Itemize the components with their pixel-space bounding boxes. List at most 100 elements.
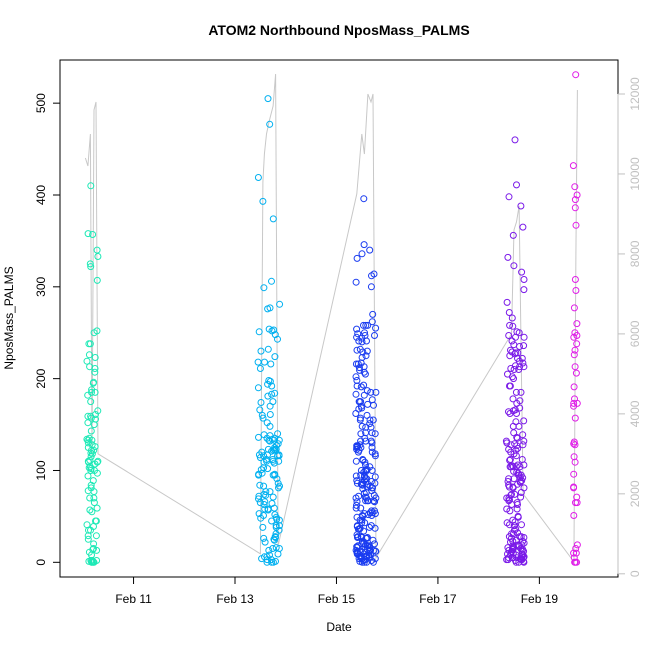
x-axis-label: Date: [326, 620, 352, 634]
data-point: [570, 438, 578, 446]
data-point: [516, 478, 524, 486]
data-point: [370, 401, 377, 409]
data-point: [268, 390, 276, 398]
data-point: [360, 381, 368, 389]
data-point: [361, 493, 369, 501]
data-point: [255, 328, 263, 336]
data-point: [88, 388, 95, 396]
data-point: [509, 537, 517, 545]
data-point: [257, 466, 265, 474]
data-point: [274, 452, 281, 460]
data-point: [360, 195, 368, 203]
data-point: [570, 351, 578, 359]
data-point: [276, 300, 284, 308]
data-point: [260, 534, 268, 542]
data-point: [573, 541, 581, 549]
data-point: [505, 494, 513, 502]
data-point: [368, 272, 375, 280]
data-point: [93, 276, 101, 284]
data-point: [268, 277, 275, 285]
data-point: [371, 540, 378, 548]
data-point: [356, 366, 364, 374]
data-point: [354, 360, 362, 368]
data-point: [519, 223, 527, 231]
data-point: [513, 181, 520, 189]
data-point: [517, 493, 525, 501]
data-point: [369, 416, 377, 424]
data-point: [266, 422, 274, 430]
data-point: [369, 310, 377, 318]
chart-title: ATOM2 Northbound NposMass_PALMS: [208, 22, 469, 38]
data-point: [90, 446, 98, 454]
data-point: [257, 399, 265, 406]
data-point: [91, 388, 99, 396]
data-point: [356, 557, 364, 565]
data-point: [258, 448, 266, 456]
data-point: [361, 472, 368, 480]
data-point: [89, 477, 97, 485]
data-point: [504, 370, 511, 378]
data-point: [371, 450, 379, 458]
data-point: [255, 471, 263, 479]
data-point: [362, 321, 370, 329]
data-point: [89, 379, 97, 387]
data-point: [255, 433, 262, 441]
data-point: [269, 215, 277, 223]
data-point: [266, 402, 274, 410]
data-point: [573, 399, 581, 407]
data-point: [272, 544, 280, 552]
data-point: [269, 545, 277, 552]
data-point: [85, 351, 93, 359]
data-point: [368, 509, 376, 517]
data-point: [361, 519, 369, 527]
data-point: [508, 314, 516, 322]
data-point: [271, 471, 279, 479]
data-point: [260, 284, 268, 292]
data-point: [87, 182, 95, 190]
data-point: [513, 433, 521, 441]
data-point: [90, 499, 98, 507]
data-point: [268, 382, 276, 390]
data-point: [571, 363, 579, 371]
data-point: [368, 512, 376, 519]
data-point: [355, 337, 363, 345]
y2-tick-label: 6000: [628, 320, 642, 347]
data-point: [264, 95, 272, 103]
x-axis: Feb 11 Feb 13 Feb 15 Feb 17 Feb 19: [115, 576, 559, 606]
x-tick-label: Feb 17: [419, 592, 457, 606]
data-point: [358, 422, 366, 430]
data-point: [274, 550, 282, 558]
data-point: [255, 492, 263, 500]
data-point: [520, 333, 528, 341]
data-point: [505, 309, 513, 316]
data-point: [509, 395, 517, 403]
data-point: [84, 444, 92, 451]
x-tick-label: Feb 19: [521, 592, 559, 606]
series-group: [502, 136, 528, 566]
data-point: [572, 71, 580, 79]
data-point: [367, 522, 375, 530]
data-point: [90, 545, 97, 552]
y2-tick-label: 4000: [628, 400, 642, 427]
data-point: [363, 337, 370, 345]
y-tick-label: 200: [34, 368, 48, 388]
data-point: [94, 253, 102, 260]
data-point: [366, 482, 374, 490]
data-point: [272, 534, 279, 541]
y-tick-label: 400: [34, 185, 48, 205]
data-point: [87, 398, 95, 406]
data-point: [274, 440, 282, 448]
data-point: [508, 337, 516, 345]
data-point: [352, 373, 360, 381]
data-point: [571, 183, 579, 191]
data-point: [270, 459, 278, 467]
data-point: [86, 363, 94, 371]
data-points-layer: [83, 71, 581, 566]
data-point: [505, 332, 513, 339]
data-point: [519, 431, 527, 439]
data-point: [512, 349, 520, 357]
data-point: [353, 443, 361, 451]
data-point: [255, 495, 262, 503]
data-point: [86, 260, 94, 268]
x-tick-label: Feb 15: [318, 592, 356, 606]
